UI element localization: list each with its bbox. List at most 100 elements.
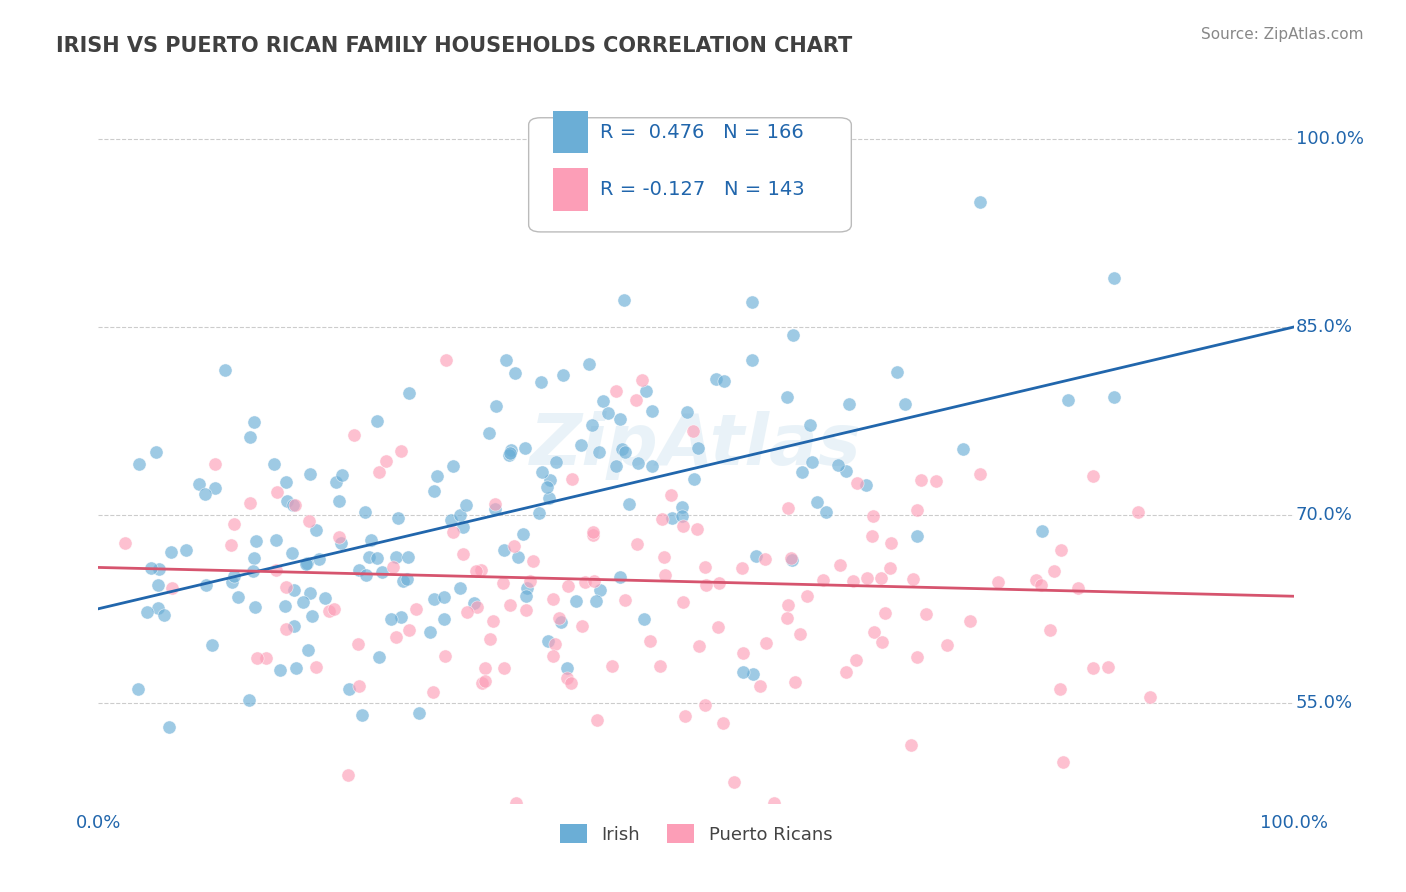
- Puerto Ricans: [571, 619, 593, 633]
- Irish: [276, 494, 298, 508]
- Irish: [330, 468, 353, 483]
- Puerto Ricans: [276, 580, 298, 594]
- Puerto Ricans: [347, 637, 370, 651]
- Irish: [530, 375, 553, 389]
- Irish: [565, 594, 588, 608]
- Puerto Ricans: [613, 592, 636, 607]
- Irish: [366, 551, 388, 566]
- Puerto Ricans: [441, 524, 464, 539]
- Puerto Ricans: [254, 651, 277, 665]
- Puerto Ricans: [776, 611, 799, 625]
- Puerto Ricans: [560, 676, 582, 690]
- Irish: [239, 430, 262, 444]
- Puerto Ricans: [1039, 624, 1062, 638]
- Puerto Ricans: [654, 567, 676, 582]
- Puerto Ricans: [845, 653, 868, 667]
- Puerto Ricans: [789, 626, 811, 640]
- Irish: [506, 549, 529, 564]
- Irish: [392, 574, 415, 589]
- Irish: [581, 417, 603, 432]
- Puerto Ricans: [1081, 661, 1104, 675]
- Irish: [463, 596, 485, 610]
- Puerto Ricans: [626, 392, 648, 407]
- Irish: [501, 442, 523, 457]
- Puerto Ricans: [638, 634, 661, 648]
- Irish: [790, 465, 813, 479]
- Puerto Ricans: [648, 658, 671, 673]
- Irish: [295, 558, 318, 572]
- Puerto Ricans: [541, 649, 564, 664]
- Irish: [815, 505, 838, 519]
- Puerto Ricans: [778, 501, 800, 516]
- Puerto Ricans: [219, 538, 242, 552]
- Puerto Ricans: [695, 578, 717, 592]
- Irish: [305, 523, 328, 537]
- Irish: [806, 495, 828, 509]
- Puerto Ricans: [856, 571, 879, 585]
- Puerto Ricans: [494, 661, 516, 675]
- Irish: [195, 578, 218, 592]
- Irish: [969, 194, 991, 209]
- Irish: [952, 442, 974, 456]
- Irish: [354, 568, 377, 582]
- Irish: [371, 565, 394, 579]
- Irish: [433, 590, 456, 604]
- Irish: [546, 455, 568, 469]
- Irish: [661, 511, 683, 525]
- Irish: [536, 480, 558, 494]
- Irish: [555, 661, 578, 675]
- Puerto Ricans: [1126, 505, 1149, 519]
- Irish: [419, 624, 441, 639]
- Puerto Ricans: [470, 563, 492, 577]
- Irish: [550, 615, 572, 629]
- Puerto Ricans: [875, 607, 897, 621]
- Irish: [314, 591, 336, 605]
- Irish: [283, 583, 305, 598]
- Puerto Ricans: [305, 659, 328, 673]
- Irish: [589, 583, 612, 598]
- Irish: [613, 293, 636, 307]
- Puerto Ricans: [505, 796, 527, 810]
- FancyBboxPatch shape: [529, 118, 852, 232]
- Puerto Ricans: [671, 594, 693, 608]
- Bar: [553, 111, 589, 153]
- Puerto Ricans: [582, 574, 605, 588]
- Puerto Ricans: [336, 768, 359, 782]
- Puerto Ricans: [343, 427, 366, 442]
- Puerto Ricans: [274, 622, 297, 636]
- Puerto Ricans: [384, 630, 406, 644]
- Irish: [838, 397, 860, 411]
- Puerto Ricans: [515, 603, 537, 617]
- Puerto Ricans: [652, 549, 675, 564]
- Irish: [741, 353, 763, 368]
- Irish: [537, 491, 560, 505]
- Puerto Ricans: [693, 560, 716, 574]
- Puerto Ricans: [557, 671, 579, 685]
- Puerto Ricans: [474, 674, 496, 689]
- Irish: [396, 549, 419, 564]
- Puerto Ricans: [1025, 574, 1047, 588]
- Irish: [641, 403, 664, 417]
- Puerto Ricans: [910, 473, 932, 487]
- Puerto Ricans: [478, 632, 501, 646]
- Irish: [893, 397, 915, 411]
- Puerto Ricans: [239, 496, 262, 510]
- Puerto Ricans: [318, 604, 340, 618]
- Irish: [128, 457, 150, 471]
- Irish: [328, 493, 350, 508]
- Puerto Ricans: [266, 484, 288, 499]
- Puerto Ricans: [1139, 690, 1161, 705]
- Irish: [1104, 390, 1126, 404]
- Puerto Ricans: [733, 646, 755, 660]
- Text: 85.0%: 85.0%: [1296, 318, 1353, 336]
- Irish: [569, 438, 592, 452]
- Irish: [443, 458, 465, 473]
- Puerto Ricans: [763, 796, 786, 810]
- Puerto Ricans: [484, 497, 506, 511]
- Irish: [245, 533, 267, 548]
- Irish: [495, 353, 517, 368]
- Puerto Ricans: [723, 775, 745, 789]
- Puerto Ricans: [686, 522, 709, 536]
- Irish: [204, 481, 226, 495]
- Irish: [855, 478, 877, 492]
